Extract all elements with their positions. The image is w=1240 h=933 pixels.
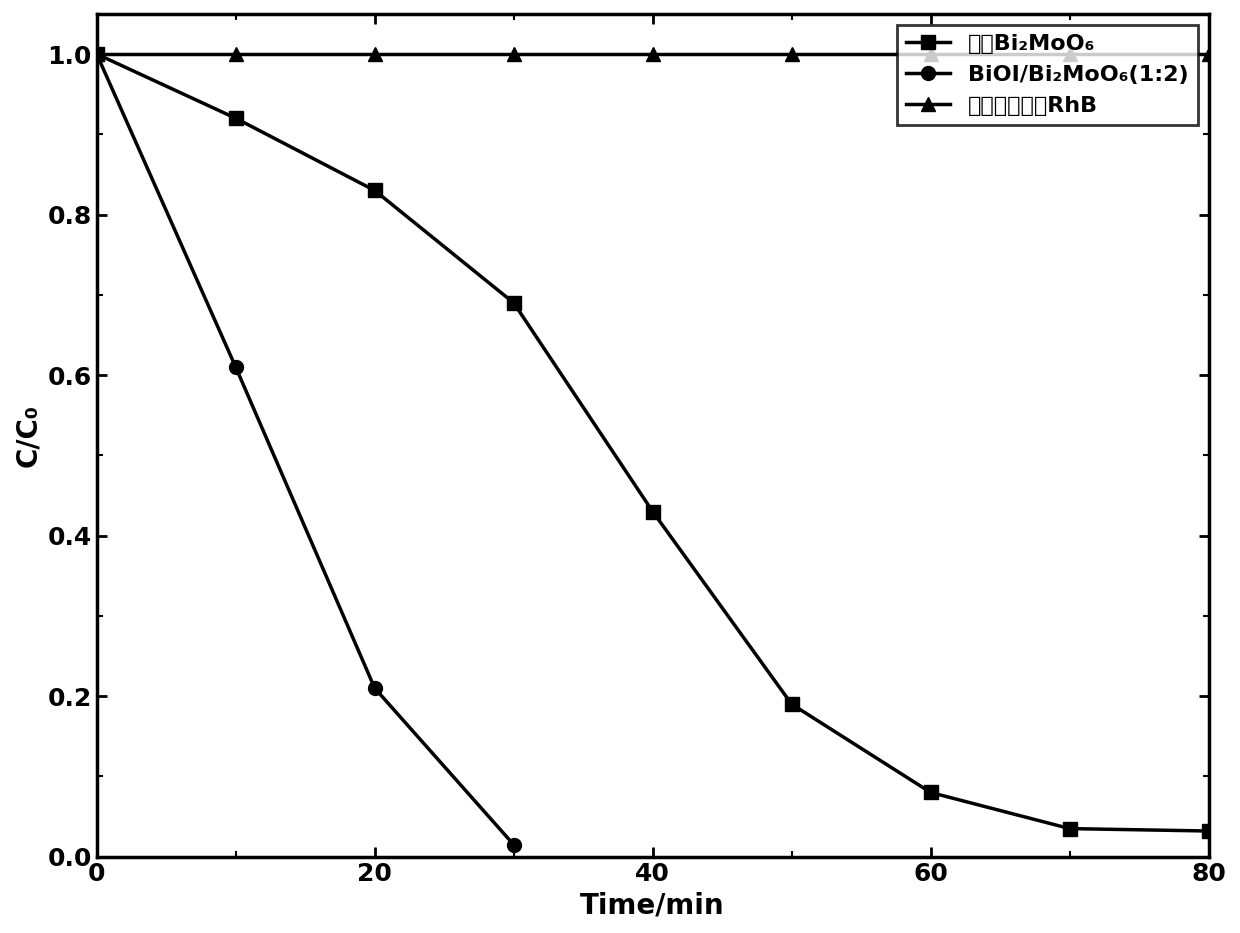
Line: BiOI/Bi₂MoO₆(1:2): BiOI/Bi₂MoO₆(1:2): [89, 47, 521, 852]
纯的Bi₂MoO₆: [367, 185, 382, 196]
未加催化剑的RhB: [645, 49, 660, 60]
未加催化剑的RhB: [1063, 49, 1078, 60]
Line: 纯的Bi₂MoO₆: 纯的Bi₂MoO₆: [89, 47, 1215, 838]
BiOI/Bi₂MoO₆(1:2): [228, 361, 243, 372]
纯的Bi₂MoO₆: [228, 113, 243, 124]
纯的Bi₂MoO₆: [506, 298, 521, 309]
纯的Bi₂MoO₆: [89, 49, 104, 60]
X-axis label: Time/min: Time/min: [580, 891, 725, 919]
未加催化剑的RhB: [924, 49, 939, 60]
BiOI/Bi₂MoO₆(1:2): [89, 49, 104, 60]
Line: 未加催化剑的RhB: 未加催化剑的RhB: [89, 47, 1215, 61]
Y-axis label: C/C₀: C/C₀: [14, 404, 42, 466]
纯的Bi₂MoO₆: [924, 787, 939, 798]
BiOI/Bi₂MoO₆(1:2): [367, 683, 382, 694]
未加催化剑的RhB: [228, 49, 243, 60]
Legend: 纯的Bi₂MoO₆, BiOI/Bi₂MoO₆(1:2), 未加催化剑的RhB: 纯的Bi₂MoO₆, BiOI/Bi₂MoO₆(1:2), 未加催化剑的RhB: [897, 25, 1198, 125]
纯的Bi₂MoO₆: [1202, 826, 1216, 837]
纯的Bi₂MoO₆: [784, 699, 799, 710]
未加催化剑的RhB: [89, 49, 104, 60]
BiOI/Bi₂MoO₆(1:2): [506, 839, 521, 850]
未加催化剑的RhB: [1202, 49, 1216, 60]
未加催化剑的RhB: [506, 49, 521, 60]
纯的Bi₂MoO₆: [645, 506, 660, 517]
未加催化剑的RhB: [784, 49, 799, 60]
纯的Bi₂MoO₆: [1063, 823, 1078, 834]
未加催化剑的RhB: [367, 49, 382, 60]
